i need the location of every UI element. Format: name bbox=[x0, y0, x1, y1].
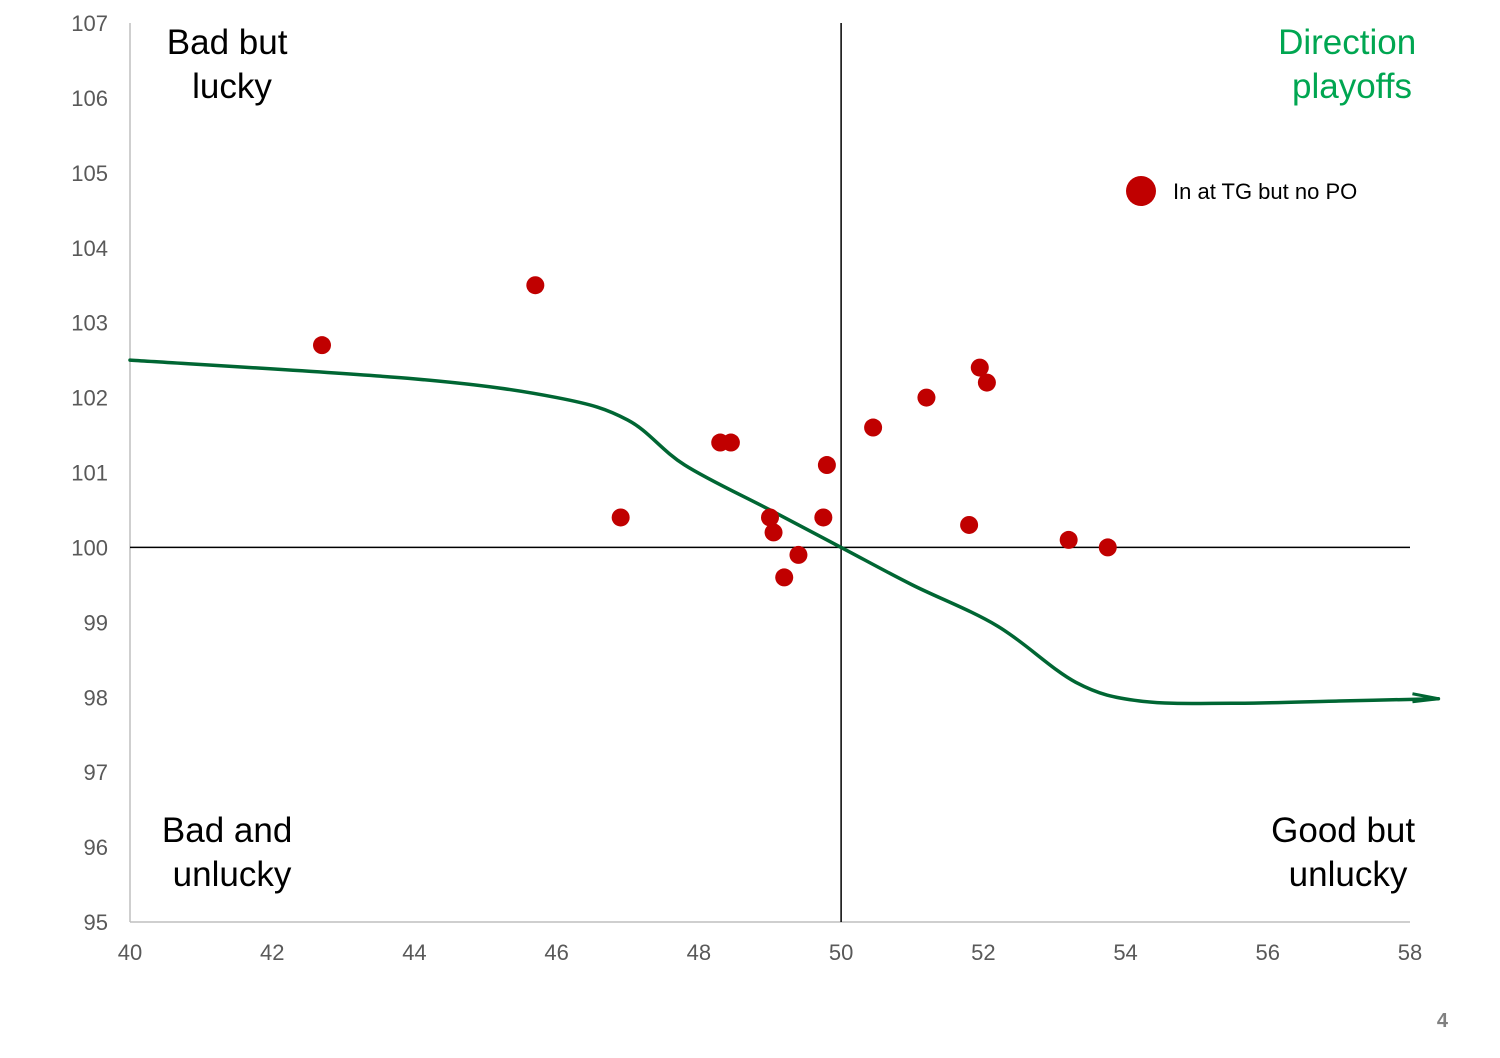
y-tick-label: 99 bbox=[84, 610, 108, 635]
x-tick-label: 46 bbox=[544, 940, 568, 965]
scatter-point bbox=[814, 508, 833, 527]
scatter-point bbox=[721, 433, 740, 452]
y-tick-label: 104 bbox=[71, 236, 108, 261]
x-tick-label: 40 bbox=[118, 940, 142, 965]
scatter-point bbox=[817, 456, 836, 475]
y-tick-label: 100 bbox=[71, 535, 108, 560]
y-tick-label: 105 bbox=[71, 161, 108, 186]
y-tick-label: 96 bbox=[84, 835, 108, 860]
quadrant-label-bottom-right: Good but unlucky bbox=[1271, 811, 1425, 894]
quadrant-label-top-right: Direction playoffs bbox=[1278, 23, 1426, 106]
x-tick-label: 52 bbox=[971, 940, 995, 965]
x-tick-label: 56 bbox=[1256, 940, 1280, 965]
y-tick-label: 106 bbox=[71, 86, 108, 111]
scatter-point bbox=[977, 373, 996, 392]
scatter-point bbox=[526, 276, 545, 295]
scatter-point bbox=[864, 418, 883, 437]
legend-marker bbox=[1126, 176, 1156, 206]
scatter-point bbox=[960, 515, 979, 534]
x-tick-label: 48 bbox=[687, 940, 711, 965]
y-tick-label: 107 bbox=[71, 11, 108, 36]
scatter-point bbox=[764, 523, 783, 542]
x-tick-label: 44 bbox=[402, 940, 426, 965]
page-number: 4 bbox=[1436, 1010, 1448, 1032]
scatter-point bbox=[761, 508, 779, 527]
y-tick-label: 103 bbox=[71, 311, 108, 336]
reference-lines bbox=[130, 23, 1410, 922]
axes: 40 42 44 46 48 50 52 54 56 58 95 96 97 98 99 100 101 102 1… bbox=[71, 11, 1422, 965]
scatter-point bbox=[611, 508, 630, 527]
quadrant-label-bottom-left: Bad and unlucky bbox=[162, 811, 302, 894]
y-tick-label: 98 bbox=[84, 685, 108, 710]
x-tick-label: 50 bbox=[829, 940, 853, 965]
scatter-point bbox=[1059, 530, 1078, 549]
y-tick-label: 102 bbox=[71, 386, 108, 411]
scatter-point bbox=[313, 336, 331, 355]
x-tick-label: 58 bbox=[1398, 940, 1422, 965]
y-tick-label: 101 bbox=[71, 461, 108, 486]
trend-curve-arrowhead bbox=[1412, 692, 1439, 704]
y-tick-label: 97 bbox=[84, 760, 108, 785]
legend-label: In at TG but no PO bbox=[1173, 179, 1357, 204]
scatter-point bbox=[789, 545, 808, 564]
x-tick-label: 54 bbox=[1113, 940, 1137, 965]
scatter-point bbox=[917, 388, 936, 407]
legend: In at TG but no PO bbox=[1126, 176, 1357, 206]
trend-curve bbox=[128, 358, 1441, 706]
scatter-point bbox=[970, 358, 989, 377]
scatter-point bbox=[775, 568, 794, 587]
x-tick-label: 42 bbox=[260, 940, 284, 965]
quadrant-label-top-left: Bad but lucky bbox=[167, 23, 297, 106]
y-tick-label: 95 bbox=[84, 910, 108, 935]
trend-curve-layer bbox=[128, 358, 1441, 706]
data-points bbox=[313, 276, 1117, 587]
scatter-point bbox=[1098, 538, 1117, 557]
